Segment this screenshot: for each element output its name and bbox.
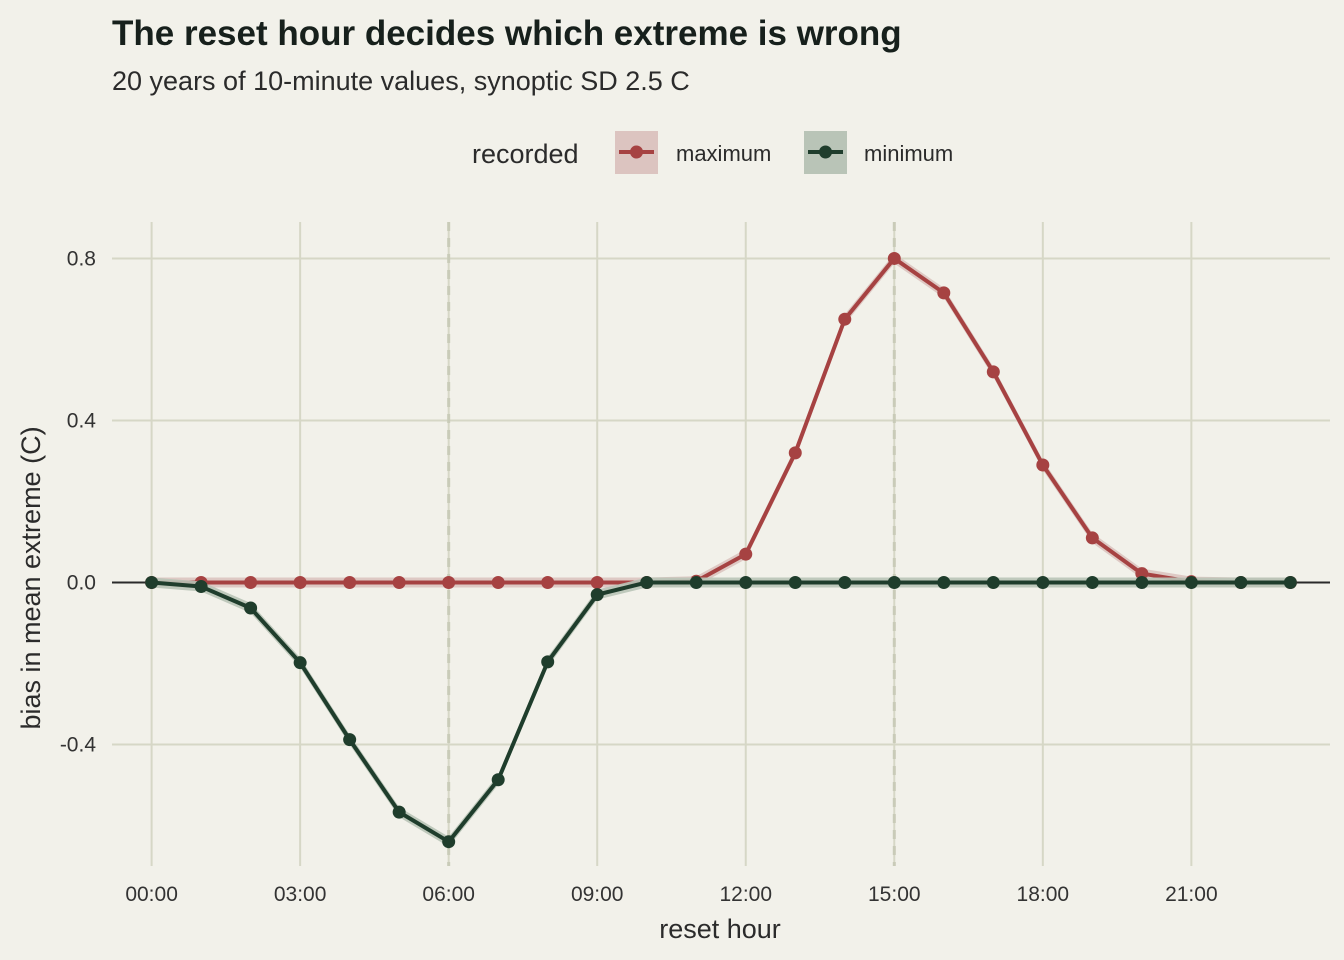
y-tick-label: 0.0 (67, 571, 96, 594)
chart-subtitle: 20 years of 10-minute values, synoptic S… (112, 66, 690, 96)
data-point-minimum (739, 575, 753, 589)
legend-title: recorded (472, 139, 579, 169)
data-point-minimum (1135, 575, 1149, 589)
x-axis-title: reset hour (659, 914, 781, 944)
legend-marker-maximum (630, 145, 643, 159)
data-point-minimum (1085, 575, 1099, 589)
series-line-maximum (151, 256, 1291, 585)
data-point-maximum (937, 286, 951, 300)
x-tick-label: 06:00 (422, 883, 475, 906)
data-point-minimum (244, 601, 258, 615)
y-tick-label: 0.4 (67, 409, 97, 432)
data-point-minimum (1234, 575, 1248, 589)
data-point-minimum (293, 656, 307, 670)
data-point-minimum (590, 588, 604, 602)
data-point-minimum (1184, 575, 1198, 589)
y-tick-label: 0.8 (67, 247, 96, 270)
data-point-minimum (392, 805, 406, 819)
data-point-minimum (541, 655, 555, 669)
data-point-minimum (194, 580, 208, 594)
data-point-maximum (343, 575, 357, 589)
data-point-minimum (838, 575, 852, 589)
x-tick-label: 15:00 (868, 883, 921, 906)
data-point-maximum (986, 365, 1000, 379)
data-point-minimum (1283, 575, 1297, 589)
data-point-minimum (937, 575, 951, 589)
data-point-minimum (986, 575, 1000, 589)
x-tick-label: 18:00 (1017, 883, 1070, 906)
data-point-minimum (788, 575, 802, 589)
data-point-maximum (541, 575, 555, 589)
confidence-band-minimum (151, 577, 1291, 847)
data-point-maximum (1036, 458, 1050, 472)
data-point-maximum (1135, 567, 1149, 581)
data-point-minimum (343, 733, 357, 747)
y-tick-label: -0.4 (60, 733, 97, 756)
legend-item-minimum: minimum (804, 131, 953, 174)
x-tick-label: 03:00 (274, 883, 327, 906)
data-point-maximum (1085, 531, 1099, 545)
data-point-minimum (145, 575, 159, 589)
data-point-maximum (244, 575, 258, 589)
legend: recorded maximum minimum (472, 131, 953, 174)
series-line-minimum (151, 580, 1291, 844)
data-point-maximum (491, 575, 505, 589)
legend-label-minimum: minimum (864, 141, 953, 166)
legend-item-maximum: maximum (615, 131, 771, 174)
data-point-maximum (739, 547, 753, 561)
data-point-minimum (442, 835, 456, 849)
data-point-maximum (838, 312, 852, 326)
data-point-minimum (1036, 575, 1050, 589)
x-tick-label: 12:00 (719, 883, 772, 906)
data-point-minimum (887, 575, 901, 589)
data-point-maximum (442, 575, 456, 589)
chart-title: The reset hour decides which extreme is … (112, 14, 902, 53)
x-tick-label: 00:00 (125, 883, 178, 906)
data-point-maximum (788, 446, 802, 460)
legend-label-maximum: maximum (676, 141, 771, 166)
data-point-maximum (392, 575, 406, 589)
plot-area: -0.4 0.0 0.4 0.8 00:00 03:00 06:00 09:00 12:00 15… (60, 222, 1330, 906)
data-point-minimum (640, 575, 654, 589)
legend-marker-minimum (819, 145, 832, 159)
x-tick-label: 09:00 (571, 883, 624, 906)
y-axis-title: bias in mean extreme (C) (16, 426, 46, 729)
data-point-minimum (689, 575, 703, 589)
data-point-maximum (887, 251, 901, 265)
data-point-maximum (293, 575, 307, 589)
data-point-minimum (491, 773, 505, 787)
x-tick-label: 21:00 (1165, 883, 1218, 906)
data-point-maximum (590, 575, 604, 589)
